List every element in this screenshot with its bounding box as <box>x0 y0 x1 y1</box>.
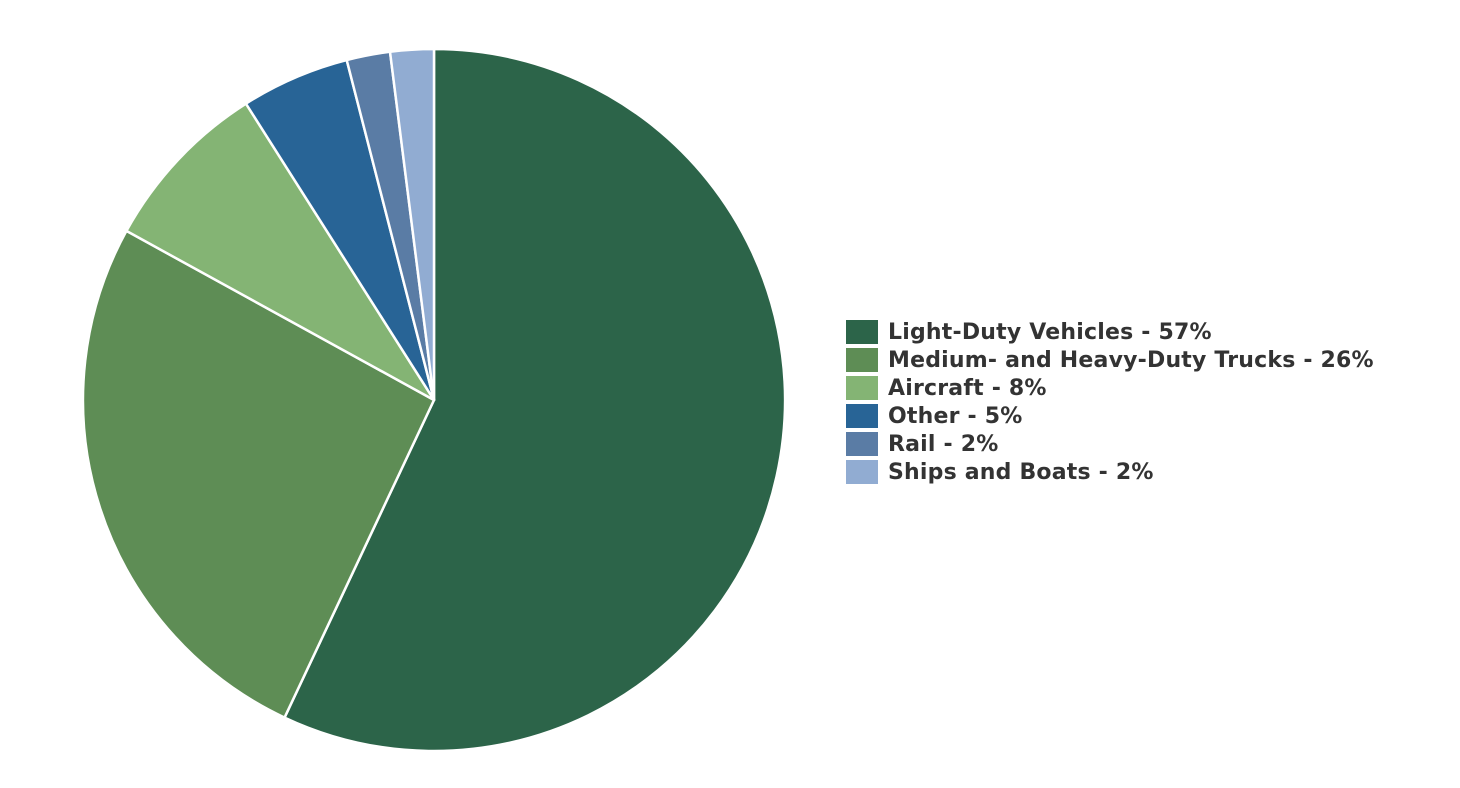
legend-item-aircraft: Aircraft - 8% <box>846 374 1374 402</box>
legend-label: Ships and Boats - 2% <box>888 459 1154 485</box>
legend-item-light-duty-vehicles: Light-Duty Vehicles - 57% <box>846 318 1374 346</box>
legend-swatch <box>846 460 878 484</box>
pie-slice-aircraft <box>125 102 436 402</box>
legend-label: Aircraft - 8% <box>888 375 1047 401</box>
legend-label: Medium- and Heavy-Duty Trucks - 26% <box>888 347 1374 373</box>
legend-label: Other - 5% <box>888 403 1023 429</box>
legend-swatch <box>846 432 878 456</box>
legend: Light-Duty Vehicles - 57% Medium- and He… <box>846 318 1374 486</box>
legend-swatch <box>846 404 878 428</box>
legend-swatch <box>846 320 878 344</box>
legend-label: Light-Duty Vehicles - 57% <box>888 319 1212 345</box>
legend-item-medium-heavy-duty-trucks: Medium- and Heavy-Duty Trucks - 26% <box>846 346 1374 374</box>
pie-slice-ships-and-boats <box>388 47 436 402</box>
legend-item-other: Other - 5% <box>846 402 1374 430</box>
legend-label: Rail - 2% <box>888 431 999 457</box>
legend-swatch <box>846 376 878 400</box>
legend-item-ships-and-boats: Ships and Boats - 2% <box>846 458 1374 486</box>
legend-item-rail: Rail - 2% <box>846 430 1374 458</box>
legend-swatch <box>846 348 878 372</box>
pie-slice-light-duty-vehicles <box>283 47 787 753</box>
